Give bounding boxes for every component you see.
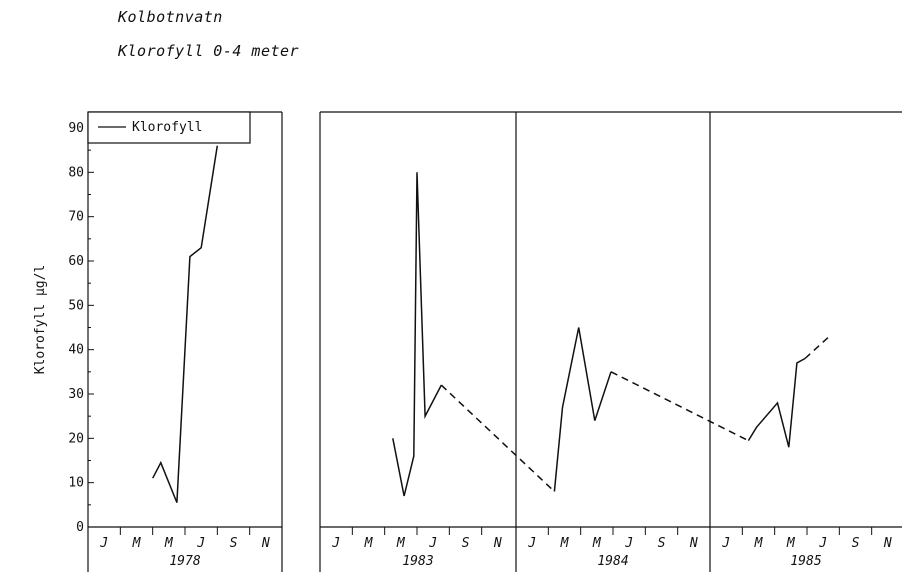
y-tick-label-10: 10 [68, 476, 84, 491]
year-1978-month-label: M [164, 536, 174, 551]
chart-title: Kolbotnvatn [118, 8, 223, 26]
year-1983-month-label: J [331, 536, 340, 551]
y-tick-label-20: 20 [68, 431, 84, 446]
year-1983-month-label: J [428, 536, 437, 551]
series-line-segment-5 [747, 357, 806, 448]
year-1978-month-label: J [196, 536, 205, 551]
series-line-segment-3 [553, 327, 612, 492]
year-1984-month-label: M [592, 536, 602, 551]
year-1984-month-label: M [560, 536, 570, 551]
series-line-segment-4 [610, 371, 749, 442]
year-label-1984: 1984 [597, 554, 628, 569]
series-line-segment-6 [804, 335, 830, 360]
y-tick-label-70: 70 [68, 210, 84, 225]
year-label-1978: 1978 [169, 554, 200, 569]
series-line-segment-0 [152, 145, 219, 503]
year-label-1983: 1983 [402, 554, 433, 569]
y-axis-label: Klorofyll µg/l [33, 265, 48, 375]
year-1985-month-label: N [883, 536, 892, 551]
y-tick-label-30: 30 [68, 387, 84, 402]
year-1978-month-label: M [132, 536, 142, 551]
y-tick-label-0: 0 [76, 520, 84, 535]
year-1985-month-label: M [786, 536, 796, 551]
y-tick-label-60: 60 [68, 254, 84, 269]
year-1985-month-label: M [754, 536, 764, 551]
year-1983-month-label: N [493, 536, 502, 551]
y-tick-label-40: 40 [68, 343, 84, 358]
series-line-segment-1 [392, 172, 442, 497]
y-tick-label-80: 80 [68, 165, 84, 180]
year-1985-month-label: J [818, 536, 827, 551]
year-1984-month-label: S [658, 536, 666, 551]
year-1983-month-label: M [396, 536, 406, 551]
y-tick-label-90: 90 [68, 121, 84, 136]
year-1978-month-label: S [230, 536, 238, 551]
year-1984-month-label: J [527, 536, 536, 551]
year-1984-month-label: N [689, 536, 698, 551]
legend-label: Klorofyll [132, 120, 202, 135]
year-1985-month-label: J [721, 536, 730, 551]
year-1978-month-label: N [261, 536, 270, 551]
series-line-segment-2 [440, 384, 555, 493]
y-tick-label-50: 50 [68, 298, 84, 313]
year-1978-month-label: J [99, 536, 108, 551]
year-1984-month-label: J [624, 536, 633, 551]
chart-subtitle: Klorofyll 0-4 meter [118, 42, 300, 60]
year-1985-month-label: S [852, 536, 860, 551]
year-label-1985: 1985 [790, 554, 821, 569]
year-1983-month-label: M [364, 536, 374, 551]
year-1983-month-label: S [462, 536, 470, 551]
